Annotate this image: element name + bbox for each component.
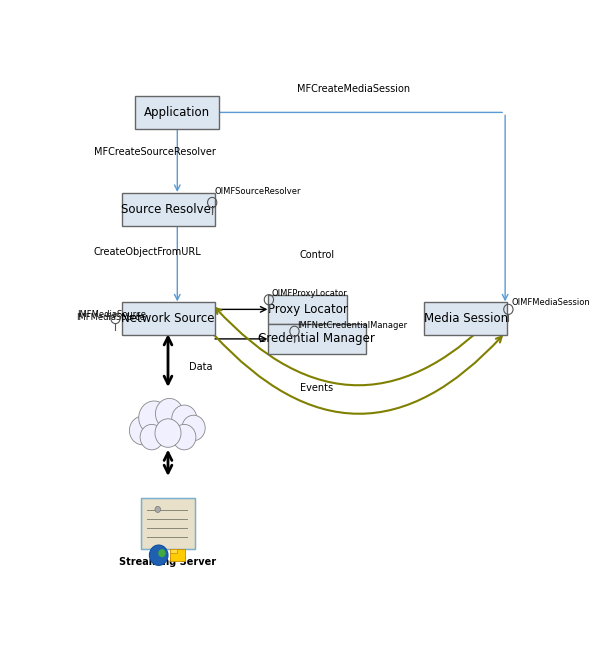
Circle shape bbox=[140, 424, 163, 450]
Text: Credential Manager: Credential Manager bbox=[259, 332, 375, 346]
Text: Application: Application bbox=[144, 106, 211, 119]
FancyBboxPatch shape bbox=[268, 295, 347, 324]
Text: Proxy Locator: Proxy Locator bbox=[268, 303, 347, 316]
Circle shape bbox=[155, 399, 184, 429]
Text: OIMFSourceResolver: OIMFSourceResolver bbox=[215, 187, 301, 196]
Text: Streaming Server: Streaming Server bbox=[119, 557, 217, 566]
Text: OIMFProxyLocator: OIMFProxyLocator bbox=[271, 289, 347, 298]
Circle shape bbox=[130, 416, 155, 445]
Circle shape bbox=[173, 424, 196, 450]
FancyBboxPatch shape bbox=[141, 498, 195, 549]
Text: Events: Events bbox=[300, 383, 334, 393]
Text: OIMFMediaSession: OIMFMediaSession bbox=[511, 298, 590, 307]
Text: Data: Data bbox=[189, 362, 212, 372]
Text: Control: Control bbox=[299, 250, 334, 260]
FancyBboxPatch shape bbox=[121, 302, 215, 335]
FancyBboxPatch shape bbox=[136, 96, 219, 129]
Text: Media Session: Media Session bbox=[424, 312, 508, 325]
Text: IMFMediaSource: IMFMediaSource bbox=[76, 313, 145, 322]
Text: Network Source: Network Source bbox=[121, 312, 215, 325]
Circle shape bbox=[139, 401, 169, 434]
Text: IMFMediaSource: IMFMediaSource bbox=[77, 309, 146, 319]
FancyBboxPatch shape bbox=[121, 192, 215, 225]
Text: MFCreateSourceResolver: MFCreateSourceResolver bbox=[94, 147, 215, 157]
Ellipse shape bbox=[131, 411, 205, 444]
Text: MFCreateMediaSession: MFCreateMediaSession bbox=[298, 83, 410, 94]
FancyBboxPatch shape bbox=[424, 302, 508, 335]
Text: Source Resolver: Source Resolver bbox=[121, 203, 215, 215]
Circle shape bbox=[158, 549, 166, 557]
FancyBboxPatch shape bbox=[170, 549, 185, 561]
Circle shape bbox=[182, 415, 205, 441]
Circle shape bbox=[155, 419, 181, 447]
FancyBboxPatch shape bbox=[268, 324, 365, 354]
Text: CreateObjectFromURL: CreateObjectFromURL bbox=[94, 247, 202, 257]
Circle shape bbox=[155, 506, 161, 512]
FancyArrowPatch shape bbox=[214, 335, 502, 414]
Circle shape bbox=[149, 545, 168, 565]
Circle shape bbox=[172, 405, 197, 432]
Text: IMFNetCredentialManager: IMFNetCredentialManager bbox=[297, 321, 407, 330]
FancyArrowPatch shape bbox=[215, 306, 503, 385]
FancyBboxPatch shape bbox=[170, 549, 177, 553]
